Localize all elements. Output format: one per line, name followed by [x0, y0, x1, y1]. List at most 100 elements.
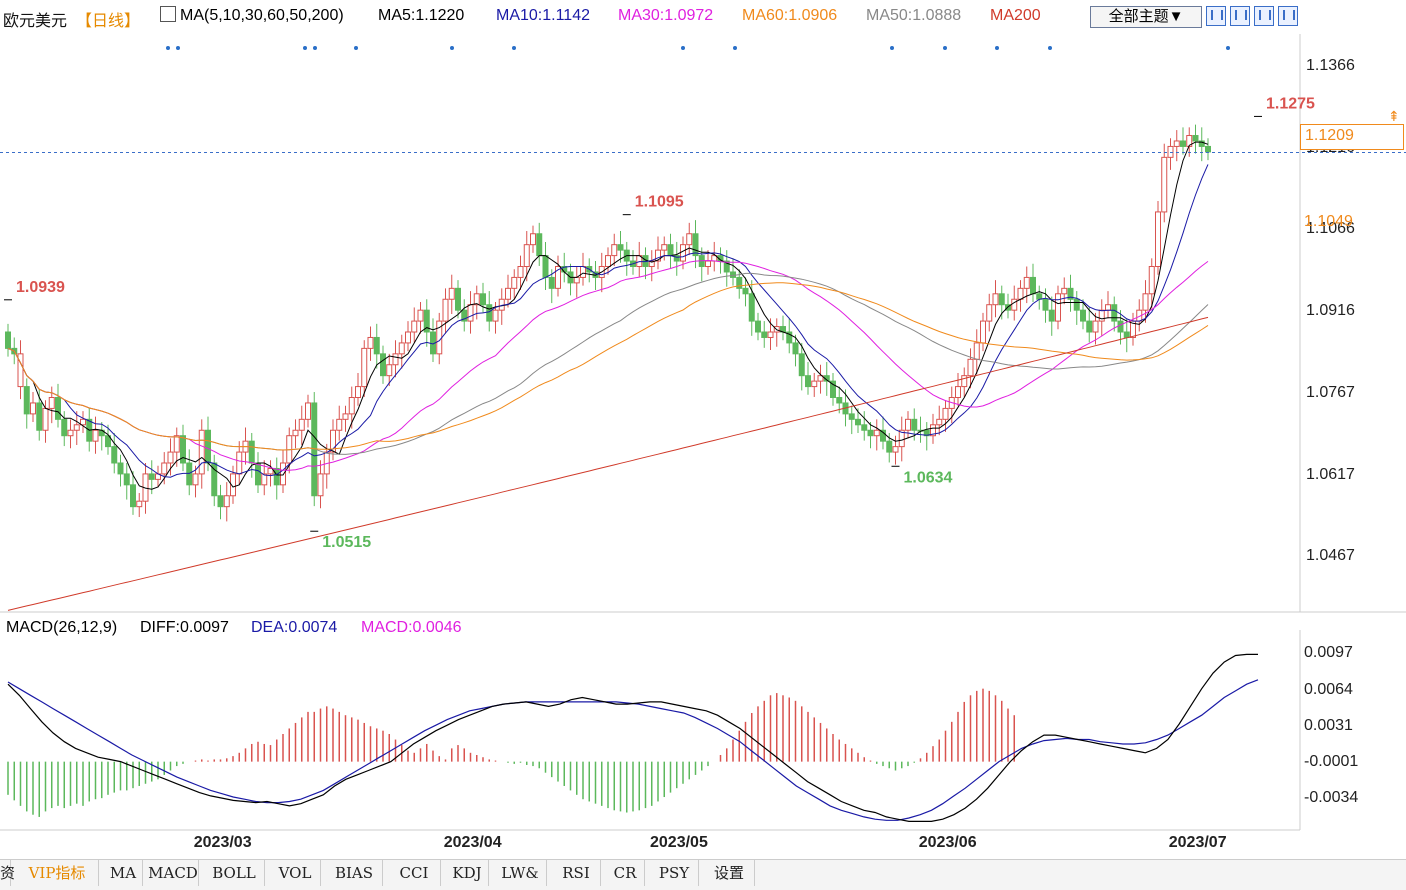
candle-body: [736, 276, 743, 289]
x-tick-label: 2023/05: [650, 834, 708, 851]
candle-body: [161, 462, 168, 475]
candle-body: [836, 397, 843, 404]
zoom-out-icon[interactable]: [1230, 6, 1250, 26]
candle-body: [648, 260, 655, 268]
scroll-left-icon[interactable]: [1254, 6, 1274, 26]
event-dot: [354, 46, 358, 50]
macd-spec[interactable]: MACD(26,12,9): [6, 619, 118, 636]
macd-diff: DIFF:0.0097: [140, 619, 229, 636]
candle-body: [723, 260, 730, 273]
candle-body: [61, 418, 68, 437]
candle-body: [1055, 293, 1061, 322]
tab-13[interactable]: 设置: [704, 860, 755, 886]
ma5-value: MA5:1.1220: [378, 7, 465, 24]
symbol-name[interactable]: 欧元美元: [3, 13, 68, 30]
ma-spec[interactable]: MA(5,10,30,60,50,200): [180, 7, 344, 24]
candle-body: [911, 418, 918, 431]
arrow-up-icon[interactable]: ⇞: [1388, 108, 1400, 124]
candle-body: [748, 293, 755, 322]
candle-body: [1036, 293, 1043, 300]
candle-body: [136, 500, 143, 508]
ma60-value: MA60:1.0906: [742, 7, 838, 24]
tab-10[interactable]: RSI: [552, 860, 601, 886]
zoom-in-icon[interactable]: [1206, 6, 1226, 26]
candle-body: [48, 397, 55, 409]
candle-body: [1205, 145, 1211, 153]
candle-body: [811, 380, 818, 388]
candle-body: [92, 429, 99, 442]
candle-body: [67, 429, 74, 437]
candle-body: [1067, 287, 1074, 300]
candle-body: [1142, 293, 1149, 311]
macd-y-tick-label: 0.0097: [1304, 644, 1353, 662]
theme-dropdown-button[interactable]: 全部主题▼: [1090, 6, 1202, 28]
event-dot: [313, 46, 317, 50]
y-tick-label: 1.0467: [1306, 547, 1355, 565]
event-dot: [1048, 46, 1052, 50]
candle-body: [461, 309, 468, 322]
candle-body: [923, 429, 930, 437]
indicator-icon[interactable]: [160, 6, 176, 22]
indicator-tabs: 资 VIP指标 MA MACD BOLL VOL BIAS CCI KDJ LW& RSI CR PSY…: [0, 859, 1406, 890]
ma200-value: MA200: [990, 7, 1041, 24]
tab-5[interactable]: VOL: [270, 860, 321, 886]
candle-body: [180, 435, 186, 464]
candle-body: [42, 407, 49, 431]
ma10-value: MA10:1.1142: [496, 7, 590, 24]
candle-body: [223, 495, 230, 508]
candle-body: [105, 435, 111, 448]
candle-body: [317, 473, 324, 497]
tab-7[interactable]: CCI: [388, 860, 441, 886]
macd-y-tick-label: 0.0031: [1304, 717, 1353, 735]
candle-body: [267, 467, 274, 475]
candle-body: [967, 358, 974, 377]
extreme-label: 1.0939: [16, 279, 65, 296]
event-dot: [450, 46, 454, 50]
tab-1[interactable]: VIP指标: [16, 860, 99, 886]
candle-body: [123, 473, 130, 486]
candle-body: [673, 255, 680, 262]
ma50-value: MA50:1.0888: [866, 7, 962, 24]
tab-4[interactable]: BOLL: [204, 860, 265, 886]
candle-body: [5, 331, 11, 349]
scroll-right-icon[interactable]: [1278, 6, 1298, 26]
event-dot: [681, 46, 685, 50]
candle-body: [692, 233, 699, 257]
candle-body: [986, 304, 993, 322]
candle-body: [448, 287, 455, 300]
candle-body: [611, 244, 618, 257]
candle-body: [730, 271, 736, 278]
candle-body: [505, 287, 511, 300]
tab-9[interactable]: LW&: [494, 860, 547, 886]
period-label[interactable]: 【日线】: [76, 13, 141, 30]
tab-8[interactable]: KDJ: [446, 860, 489, 886]
candle-body: [1192, 135, 1199, 142]
candle-body: [905, 418, 911, 431]
candle-body: [361, 347, 368, 388]
candle-body: [861, 424, 868, 431]
candle-body: [148, 473, 155, 480]
event-dot: [1226, 46, 1230, 50]
tab-6[interactable]: BIAS: [326, 860, 383, 886]
tab-2[interactable]: MA: [104, 860, 143, 886]
event-dot: [176, 46, 180, 50]
candle-body: [1111, 304, 1118, 322]
candle-body: [1061, 287, 1068, 295]
current-price-box: 1.1209: [1300, 124, 1404, 150]
candle-body: [1073, 298, 1080, 311]
macd-y-tick-label: 0.0064: [1304, 680, 1353, 698]
candle-body: [786, 331, 793, 344]
candle-body: [536, 233, 543, 257]
candle-body: [1198, 140, 1205, 147]
tab-3[interactable]: MACD: [148, 860, 199, 886]
candle-body: [186, 462, 193, 486]
candle-body: [442, 298, 449, 322]
candle-body: [36, 402, 43, 431]
tab-12[interactable]: PSY: [650, 860, 699, 886]
candle-body: [480, 293, 486, 306]
candle-body: [1030, 276, 1036, 295]
tab-0[interactable]: 资: [0, 860, 15, 886]
tab-11[interactable]: CR: [606, 860, 645, 886]
candle-body: [1167, 145, 1174, 158]
